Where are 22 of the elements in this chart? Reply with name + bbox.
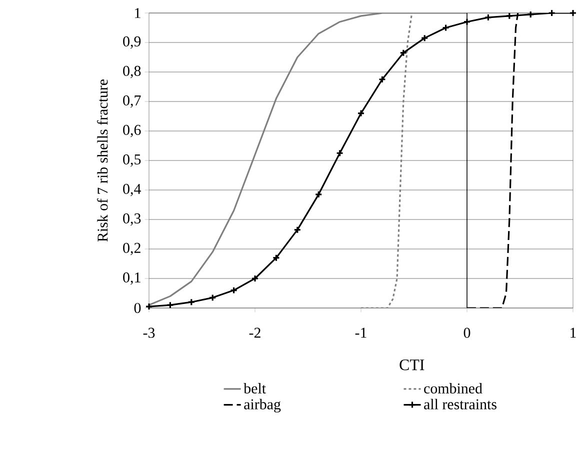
legend-label: belt (244, 382, 266, 394)
legend-label: all restraints (424, 398, 496, 410)
y-tick-label: 0,4 (123, 184, 141, 196)
legend-label: combined (424, 382, 482, 394)
y-tick-label: 0,6 (123, 124, 141, 138)
y-tick-label: 0 (134, 302, 141, 314)
y-tick-label: 0,5 (123, 154, 141, 167)
x-tick-label: 0 (464, 328, 470, 338)
x-axis-title: CTI (400, 360, 424, 370)
x-tick-label: -2 (249, 328, 260, 338)
y-tick-label: 0,7 (123, 95, 141, 108)
x-tick-label: 1 (570, 328, 576, 338)
x-tick-label: -1 (355, 328, 366, 338)
y-tick-label: 0,1 (123, 272, 140, 285)
y-tick-label: 1 (135, 8, 140, 18)
y-tick-label: 0,9 (123, 36, 141, 49)
y-tick-label: 0,2 (123, 242, 140, 256)
legend-label: airbag (244, 398, 281, 412)
y-axis-title: Risk of 7 rib shells fracture (97, 79, 108, 242)
y-tick-label: 0,3 (123, 213, 141, 226)
y-tick-label: 0,8 (123, 66, 141, 78)
x-tick-label: -3 (143, 328, 155, 338)
